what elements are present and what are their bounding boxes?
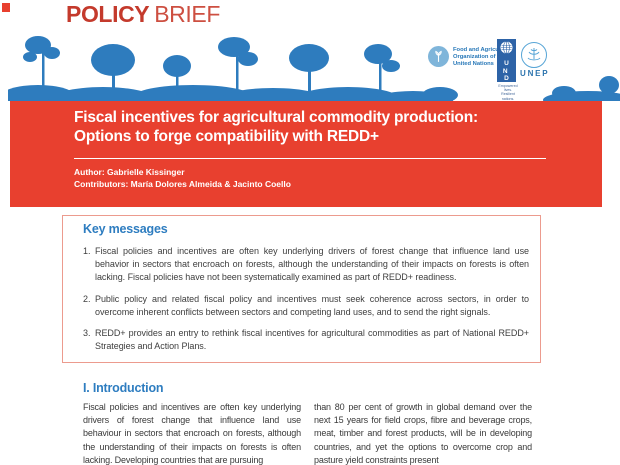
key-messages-list: 1. Fiscal policies and incentives are of…: [83, 245, 529, 362]
masthead-word-policy: POLICY: [66, 1, 150, 27]
policy-brief-masthead: POLICY BRIEF: [66, 1, 220, 28]
key-messages-box: Key messages 1. Fiscal policies and ince…: [62, 215, 541, 363]
key-message-text: Public policy and related fiscal policy …: [95, 293, 529, 317]
undp-letters: U N: [502, 60, 512, 75]
key-message-item: 2. Public policy and related fiscal poli…: [83, 293, 529, 319]
fao-text-line: United Nations: [453, 61, 494, 68]
key-message-text: REDD+ provides an entry to rethink fisca…: [95, 328, 529, 351]
unep-logo: [521, 42, 547, 68]
fao-logo: [428, 46, 449, 67]
key-message-number: 2.: [83, 293, 91, 304]
undp-logo: U N D P: [497, 39, 516, 90]
key-message-item: 3. REDD+ provides an entry to rethink fi…: [83, 327, 529, 353]
fao-logo-text: Food and Agriculture Organization of the…: [453, 47, 511, 69]
title-divider: [74, 158, 546, 159]
undp-tagline: Empowered lives. Resilient nations.: [498, 84, 518, 101]
key-message-text: Fiscal policies and incentives are often…: [95, 246, 529, 282]
introduction-column-left: Fiscal policies and incentives are often…: [83, 402, 301, 465]
contributors-line: Contributors: María Dolores Almeida & Ja…: [74, 179, 291, 189]
fao-text-line: Food and Agriculture: [453, 47, 512, 53]
introduction-heading: I. Introduction: [83, 381, 164, 395]
undp-letters: D P: [503, 75, 512, 90]
key-message-number: 3.: [83, 328, 91, 338]
corner-mark: [2, 3, 10, 12]
introduction-column-right: than 80 per cent of growth in global dem…: [314, 402, 532, 465]
document-title: Fiscal incentives for agricultural commo…: [74, 109, 478, 146]
title-banner: Fiscal incentives for agricultural commo…: [10, 101, 602, 207]
tree-silhouettes-icon: [8, 36, 620, 101]
unep-label: UNEP: [520, 69, 550, 78]
undp-emblem-icon: [500, 41, 513, 54]
document-title-line2: Options to forge compatibility with REDD…: [74, 127, 379, 145]
key-message-number: 1.: [83, 246, 91, 256]
fao-text-line: Organization of the: [453, 54, 506, 61]
author-line: Author: Gabrielle Kissinger: [74, 167, 185, 177]
key-message-item: 1. Fiscal policies and incentives are of…: [83, 245, 529, 284]
unep-emblem-icon: [527, 48, 541, 61]
fao-wheat-icon: [435, 50, 442, 62]
tree-silhouette-banner: [8, 33, 620, 101]
document-title-line1: Fiscal incentives for agricultural commo…: [74, 109, 478, 126]
masthead-word-brief: BRIEF: [154, 1, 220, 27]
key-messages-heading: Key messages: [83, 222, 168, 236]
